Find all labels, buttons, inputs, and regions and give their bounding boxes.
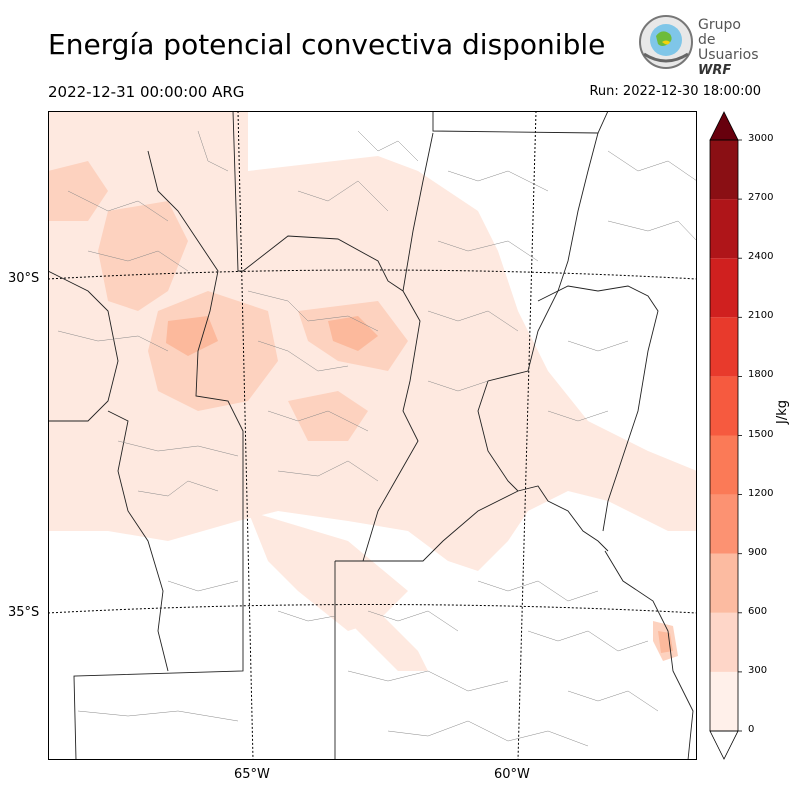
colorbar-box bbox=[710, 553, 738, 613]
colorbar-box bbox=[710, 199, 738, 259]
lon-label-65w: 65°W bbox=[234, 767, 270, 782]
logo-line-1: Grupo de bbox=[698, 17, 741, 48]
colorbar-tick-label: 1200 bbox=[748, 487, 774, 499]
lat-label-35s: 35°S bbox=[8, 605, 40, 620]
colorbar-tick-label: 3000 bbox=[748, 133, 774, 144]
colorbar-tick-label: 600 bbox=[748, 605, 768, 617]
colorbar-tick-label: 900 bbox=[748, 546, 768, 558]
colorbar-label: J/kg bbox=[775, 400, 790, 424]
colorbar-tick-label: 1800 bbox=[748, 369, 774, 381]
colorbar-box bbox=[710, 671, 738, 731]
logo-line-3: WRF bbox=[698, 63, 732, 78]
colorbar-box bbox=[710, 494, 738, 554]
colorbar-tick-label: 2400 bbox=[748, 251, 774, 263]
colorbar-tick-label: 0 bbox=[748, 724, 755, 735]
chart-title: Energía potencial convectiva disponible bbox=[48, 28, 606, 61]
colorbar-tick-label: 2100 bbox=[748, 310, 774, 322]
colorbar bbox=[709, 111, 742, 760]
lat-label-30s: 30°S bbox=[8, 271, 40, 286]
valid-time: 2022-12-31 00:00:00 ARG bbox=[48, 83, 245, 101]
colorbar-tick-label: 300 bbox=[748, 664, 768, 676]
colorbar-box bbox=[710, 435, 738, 495]
colorbar-tick-label: 1500 bbox=[748, 428, 774, 440]
colorbar-box bbox=[710, 258, 738, 318]
cape-map bbox=[48, 111, 697, 760]
lon-label-60w: 60°W bbox=[494, 767, 530, 782]
graticule bbox=[48, 111, 697, 760]
colorbar-box bbox=[710, 317, 738, 377]
globe-icon bbox=[639, 15, 693, 69]
run-time: Run: 2022-12-30 18:00:00 bbox=[589, 84, 761, 99]
colorbar-box bbox=[710, 376, 738, 436]
department-borders bbox=[57, 130, 697, 747]
colorbar-extend-min bbox=[709, 730, 739, 760]
wrf-group-logo: Grupo de Usuarios WRF bbox=[638, 14, 759, 78]
colorbar-box bbox=[710, 140, 738, 200]
colorbar-box bbox=[710, 612, 738, 672]
logo-line-2: Usuarios bbox=[698, 47, 759, 63]
province-borders bbox=[48, 111, 694, 760]
colorbar-extend-max bbox=[709, 111, 739, 141]
colorbar-tick-label: 2700 bbox=[748, 192, 774, 204]
